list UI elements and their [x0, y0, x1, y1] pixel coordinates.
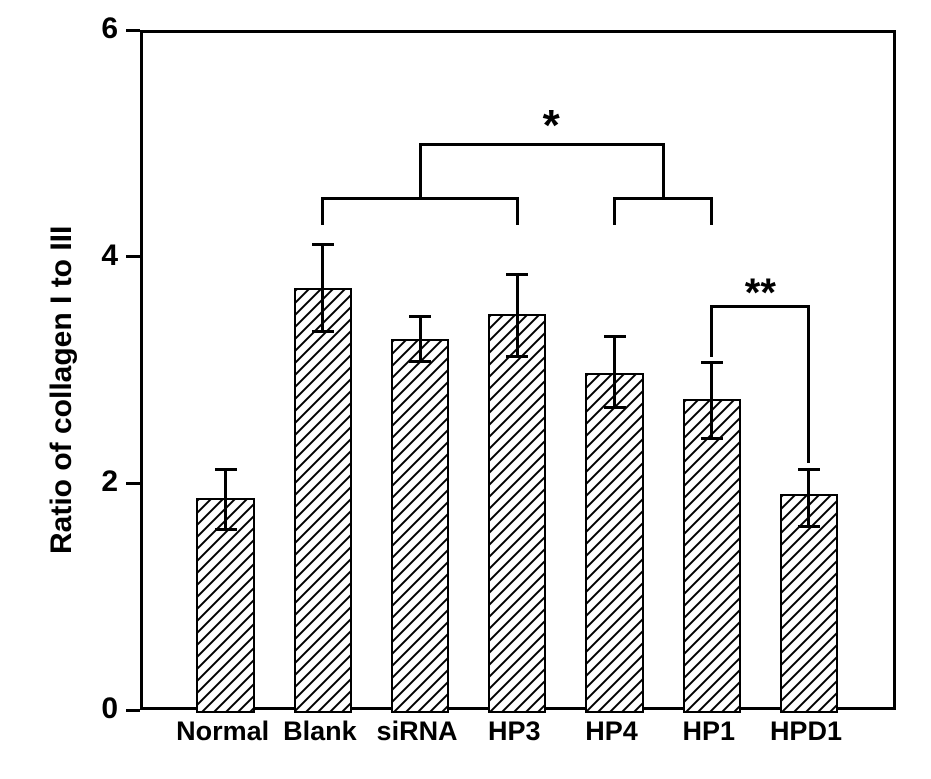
- error-bar: [613, 337, 616, 407]
- error-bar: [516, 274, 519, 356]
- error-cap: [409, 360, 431, 363]
- error-cap: [604, 406, 626, 409]
- bar: [683, 399, 741, 713]
- error-cap: [701, 361, 723, 364]
- error-cap: [312, 243, 334, 246]
- sig-bracket: [662, 143, 665, 200]
- ytick: [126, 29, 140, 32]
- xtick-label: HP4: [563, 716, 660, 747]
- bar: [391, 339, 449, 713]
- bar: [585, 373, 643, 713]
- ytick-label: 4: [76, 239, 118, 273]
- sig-bracket: [807, 305, 810, 463]
- error-cap: [604, 335, 626, 338]
- ytick: [126, 482, 140, 485]
- ytick-label: 0: [76, 692, 118, 726]
- error-bar: [321, 245, 324, 331]
- sig-bracket: [613, 197, 616, 225]
- error-bar: [419, 316, 422, 361]
- significance-marker: *: [521, 101, 581, 151]
- xtick-label: Blank: [271, 716, 368, 747]
- error-cap: [506, 273, 528, 276]
- sig-bracket: [419, 143, 422, 200]
- ytick: [126, 255, 140, 258]
- bar: [488, 314, 546, 713]
- xtick-label: Normal: [174, 716, 271, 747]
- ytick: [126, 709, 140, 712]
- significance-marker: **: [720, 271, 800, 316]
- xtick-label: HP1: [660, 716, 757, 747]
- ytick-label: 6: [76, 12, 118, 46]
- sig-bracket: [321, 197, 324, 225]
- error-cap: [701, 437, 723, 440]
- plot-area: ***: [140, 30, 896, 710]
- bars-layer: ***: [143, 33, 893, 707]
- error-bar: [710, 363, 713, 439]
- error-cap: [506, 355, 528, 358]
- error-cap: [215, 528, 237, 531]
- error-cap: [798, 468, 820, 471]
- sig-bracket: [710, 197, 713, 225]
- error-cap: [215, 468, 237, 471]
- xtick-label: siRNA: [368, 716, 465, 747]
- error-cap: [312, 330, 334, 333]
- error-cap: [409, 315, 431, 318]
- y-axis-label: Ratio of collagen I to III: [45, 225, 79, 553]
- xtick-label: HPD1: [757, 716, 854, 747]
- sig-bracket: [710, 305, 713, 357]
- error-cap: [798, 525, 820, 528]
- bar: [294, 288, 352, 713]
- error-bar: [807, 469, 810, 526]
- error-bar: [224, 469, 227, 529]
- ytick-label: 2: [76, 465, 118, 499]
- sig-bracket: [516, 197, 519, 225]
- xtick-label: HP3: [466, 716, 563, 747]
